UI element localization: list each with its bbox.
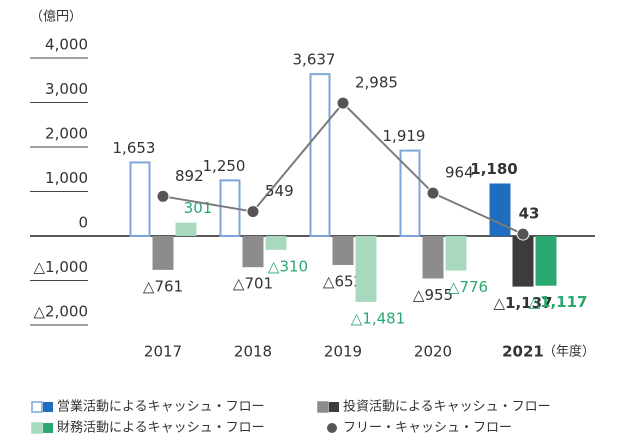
- value-label: 1,180: [470, 160, 517, 178]
- x-tick-label: 2019: [324, 343, 362, 361]
- legend-marker: [31, 401, 43, 413]
- y-tick-label: △2,000: [34, 303, 88, 321]
- value-label: 964: [445, 164, 474, 182]
- legend-label: 財務活動によるキャッシュ・フロー: [57, 421, 265, 436]
- legend-marker: [31, 422, 43, 434]
- value-label: △761: [143, 277, 183, 295]
- value-label: 43: [519, 205, 540, 223]
- line-point: [246, 205, 260, 219]
- bar: [422, 236, 444, 279]
- value-label: 1,653: [113, 139, 156, 157]
- bar: [309, 73, 331, 237]
- legend-marker: [327, 423, 337, 433]
- value-label: 1,250: [203, 157, 246, 175]
- unit-label: （億円）: [30, 9, 82, 25]
- line-point: [336, 96, 350, 110]
- x-tick-label: 2021: [502, 343, 544, 361]
- value-label: 3,637: [293, 51, 336, 69]
- bar: [152, 236, 174, 270]
- x-tick-label: 2018: [234, 343, 272, 361]
- value-label: △310: [268, 257, 308, 275]
- value-label: 549: [265, 182, 294, 200]
- y-tick-label: △1,000: [34, 258, 88, 276]
- value-label: △776: [448, 278, 488, 296]
- value-label: 1,919: [383, 127, 426, 145]
- legend-label: 投資活動によるキャッシュ・フロー: [343, 399, 551, 415]
- x-tick-label: 2017: [144, 343, 182, 361]
- x-tick-label: 2020: [414, 343, 452, 361]
- bar: [175, 222, 197, 236]
- legend-label: 営業活動によるキャッシュ・フロー: [57, 399, 265, 415]
- value-label: 892: [175, 167, 204, 185]
- value-label: 2,985: [355, 74, 398, 92]
- bar: [489, 183, 511, 236]
- bar: [399, 149, 421, 238]
- bar: [535, 236, 557, 286]
- y-tick-label: 4,000: [45, 36, 88, 54]
- legend-label: フリー・キャッシュ・フロー: [343, 421, 512, 436]
- x-axis-unit: （年度）: [543, 344, 595, 360]
- legend-marker: [329, 402, 339, 412]
- value-label: △1,117: [529, 293, 588, 311]
- bar: [129, 161, 151, 237]
- bar: [512, 236, 534, 287]
- bar: [242, 236, 264, 268]
- value-label: △1,137: [494, 294, 553, 312]
- line-point: [516, 227, 530, 241]
- y-tick-label: 3,000: [45, 80, 88, 98]
- value-label: △652: [323, 273, 363, 291]
- legend-marker: [43, 423, 53, 433]
- value-label: △701: [233, 275, 273, 293]
- bar: [355, 236, 377, 302]
- y-tick-label: 1,000: [45, 169, 88, 187]
- legend-marker: [43, 402, 53, 412]
- bar: [332, 236, 354, 266]
- y-tick-label: 2,000: [45, 125, 88, 143]
- y-tick-label: 0: [78, 214, 88, 232]
- line-point: [156, 189, 170, 203]
- legend-marker: [317, 401, 329, 413]
- bar: [445, 236, 467, 271]
- bar: [265, 236, 287, 250]
- value-label: △955: [413, 286, 453, 304]
- line-point: [426, 186, 440, 200]
- value-label: △1,481: [351, 309, 405, 327]
